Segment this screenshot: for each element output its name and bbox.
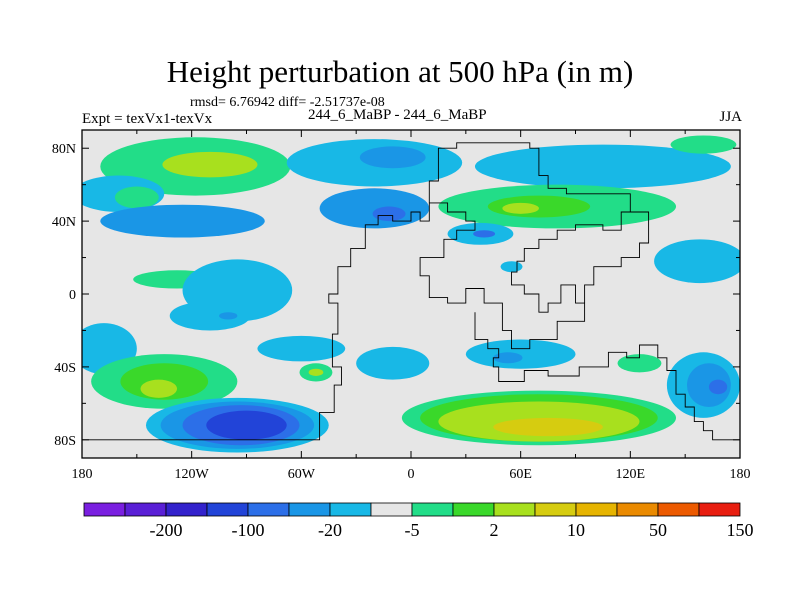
contour-tibet-blue [473,230,496,238]
x-tick-label: 120W [175,467,210,482]
case-label: 244_6_MaBP - 244_6_MaBP [308,107,487,123]
asia-east-outline [584,211,650,304]
y-tick-label: 40N [52,215,76,230]
contour-trop-blue [219,312,238,320]
contour-s-atl-cyan [356,346,430,380]
contour-s-pac-lime-core [140,379,178,398]
season-label: JJA [719,109,742,125]
colorbar-box [288,502,331,517]
contour-asia-cyan-small [500,261,523,273]
x-tick-label: 60W [288,467,316,482]
contour-pacific-cyan [654,239,740,284]
x-tick-label: 120E [616,467,646,482]
colorbar-box [534,502,577,517]
colorbar-box [616,502,659,517]
contour-trop-cyan-s [169,301,251,331]
contour-n-pacific-lime [162,151,258,178]
contour-n-pac-band-blue [100,204,265,238]
contour-s-pac-cyan-small [257,335,346,362]
contour-mid-lat-blue-dark [372,206,406,222]
contour-n-atlantic-blue [359,146,426,169]
contour-s-ocean-yellow [493,417,603,437]
coastline-group [82,142,740,441]
x-tick-label: 0 [408,467,415,482]
colorbar-box [83,502,126,517]
colorbar-box [329,502,372,517]
colorbar-label: 2 [490,520,499,540]
contour-s-pac-lime-small [308,368,324,376]
colorbar-box [575,502,618,517]
colorbar-box [247,502,290,517]
contour-arctic-green [670,135,737,154]
contour-n-pacific-green-west [114,186,159,209]
contour-se-pac-blue-dark [708,379,728,395]
experiment-label: Expt = texVx1-texVx [82,111,213,127]
colorbar-box [124,502,167,517]
x-tick-label: 180 [72,467,93,482]
x-tick-label: 60E [509,467,532,482]
contour-se-pac-blue [686,363,731,407]
colorbar-box [165,502,208,517]
continent-outline-2 [474,312,740,441]
x-tick-label: 180 [730,467,751,482]
rmsd-diff-line: rmsd= 6.76942 diff= -2.51737e-08 [190,95,385,110]
colorbar-label: -5 [405,520,420,540]
colorbar-label: -20 [318,520,342,540]
colorbar-label: 10 [567,520,585,540]
colorbar-label: -100 [232,520,265,540]
contour-s-ind-blue [493,352,523,364]
colorbar-box [698,502,741,517]
colorbar-box [493,502,536,517]
contour-s-pac-blue-4 [206,410,287,440]
colorbar-box [206,502,249,517]
y-tick-label: 80S [54,434,76,449]
y-tick-label: 80N [52,142,76,157]
contour-fill-group [82,135,740,453]
contour-s-ind-cyan [465,339,576,369]
contour-mid-lat-blue [319,188,430,229]
y-tick-label: 0 [69,288,76,303]
colorbar-box [411,502,454,517]
colorbar-label: 150 [727,520,754,540]
colorbar-box [657,502,700,517]
colorbar-label: 50 [649,520,667,540]
y-tick-label: 40S [54,361,76,376]
colorbar-label: -200 [150,520,183,540]
continent-outline-1 [82,142,631,441]
contour-asia-green-core [487,195,591,218]
contour-asia-lime [502,202,539,214]
chart-title: Height perturbation at 500 hPa (in m) [166,54,634,89]
colorbar: -200 -100 -20 -5 2 10 50 150 [83,502,754,540]
colorbar-box [452,502,495,517]
contour-se-green [617,354,662,373]
colorbar-box [370,502,413,517]
